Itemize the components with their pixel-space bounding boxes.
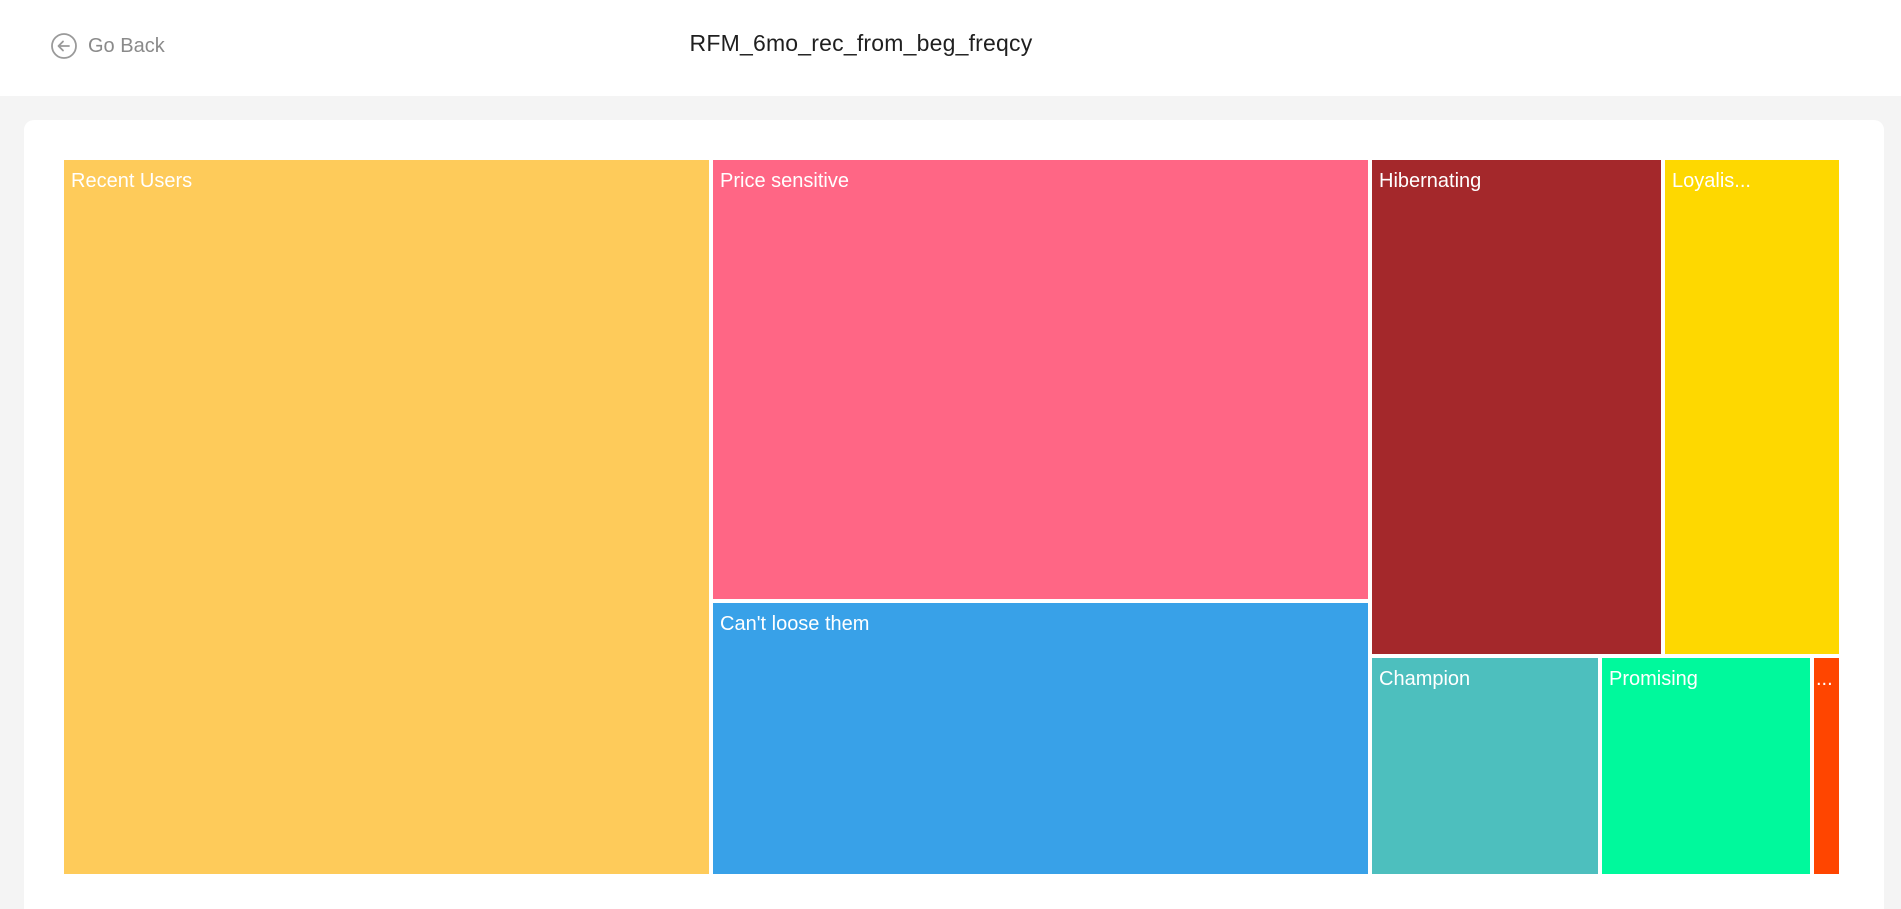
tile-recent-users[interactable]: Recent Users: [64, 160, 709, 874]
tile-label-promising: Promising: [1609, 668, 1698, 690]
tile-label-cant-loose-them: Can't loose them: [720, 613, 870, 635]
page-title: RFM_6mo_rec_from_beg_freqcy: [689, 30, 1033, 56]
tile-price-sensitive[interactable]: Price sensitive: [713, 160, 1368, 599]
tile-label-hibernating: Hibernating: [1379, 170, 1482, 192]
chart-card: Recent Users Price sensitive Can't loose…: [24, 120, 1884, 909]
go-back-label: Go Back: [88, 34, 165, 57]
tile-label-loyalists: Loyalis...: [1672, 170, 1751, 192]
tile-champion[interactable]: Champion: [1372, 658, 1598, 874]
tile-label-champion: Champion: [1379, 668, 1471, 690]
top-bar: Go Back RFM_6mo_rec_from_beg_freqcy: [0, 0, 1901, 96]
treemap-chart: Recent Users Price sensitive Can't loose…: [64, 160, 1839, 874]
tile-label-other: ...: [1816, 668, 1833, 690]
arrow-left-circle-icon: [51, 33, 77, 59]
tile-promising[interactable]: Promising: [1602, 658, 1810, 874]
go-back-button[interactable]: Go Back: [50, 32, 165, 60]
tile-cant-loose-them[interactable]: Can't loose them: [713, 603, 1368, 874]
tile-hibernating[interactable]: Hibernating: [1372, 160, 1661, 654]
tile-label-recent-users: Recent Users: [71, 170, 193, 192]
tile-loyalists[interactable]: Loyalis...: [1665, 160, 1839, 654]
tile-label-price-sensitive: Price sensitive: [720, 170, 849, 192]
tile-other[interactable]: ...: [1814, 658, 1839, 874]
